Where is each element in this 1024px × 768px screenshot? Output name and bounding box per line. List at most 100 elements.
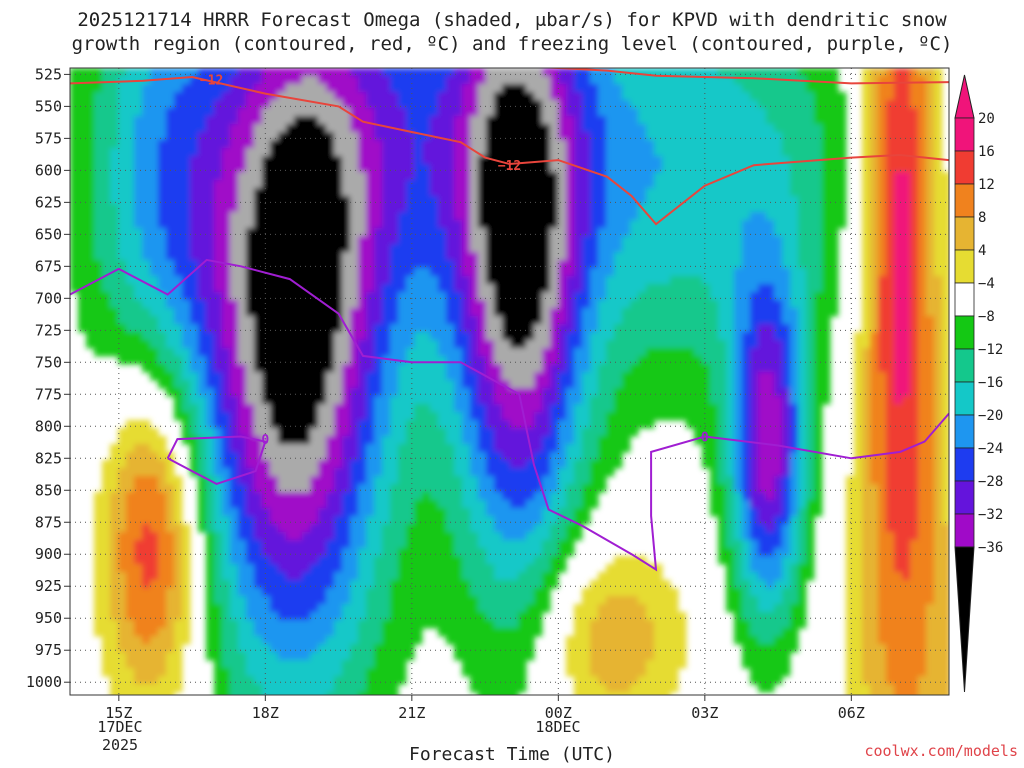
omega-cell: [470, 652, 479, 661]
omega-cell: [518, 316, 527, 325]
omega-cell: [350, 180, 359, 189]
omega-cell: [366, 420, 375, 429]
omega-cell: [206, 156, 215, 165]
omega-cell: [574, 140, 583, 149]
omega-cell: [582, 100, 591, 109]
omega-cell: [374, 500, 383, 509]
omega-cell: [270, 620, 279, 629]
omega-cell: [510, 268, 519, 277]
omega-cell: [502, 172, 511, 181]
omega-cell: [326, 692, 335, 695]
omega-cell: [606, 220, 615, 229]
omega-cell: [510, 84, 519, 93]
omega-cell: [318, 316, 327, 325]
omega-cell: [358, 148, 367, 157]
omega-cell: [366, 596, 375, 605]
omega-cell: [414, 180, 423, 189]
omega-cell: [342, 388, 351, 397]
omega-cell: [358, 300, 367, 309]
omega-cell: [558, 468, 567, 477]
omega-cell: [134, 588, 143, 597]
omega-cell: [414, 172, 423, 181]
omega-cell: [214, 340, 223, 349]
omega-cell: [270, 660, 279, 669]
omega-cell: [206, 172, 215, 181]
omega-cell: [262, 220, 271, 229]
omega-cell: [446, 260, 455, 269]
omega-cell: [222, 252, 231, 261]
omega-cell: [342, 540, 351, 549]
omega-cell: [526, 404, 535, 413]
omega-cell: [382, 564, 391, 573]
omega-cell: [582, 628, 591, 637]
omega-cell: [502, 220, 511, 229]
omega-cell: [126, 652, 135, 661]
omega-cell: [70, 156, 79, 165]
omega-cell: [302, 420, 311, 429]
omega-cell: [438, 372, 447, 381]
omega-cell: [126, 340, 135, 349]
omega-cell: [598, 284, 607, 293]
omega-cell: [558, 116, 567, 125]
omega-cell: [302, 388, 311, 397]
omega-cell: [438, 540, 447, 549]
omega-cell: [222, 148, 231, 157]
omega-cell: [382, 356, 391, 365]
omega-cell: [462, 356, 471, 365]
omega-cell: [542, 468, 551, 477]
omega-cell: [270, 84, 279, 93]
omega-cell: [246, 660, 255, 669]
omega-cell: [230, 380, 239, 389]
omega-cell: [358, 380, 367, 389]
omega-cell: [494, 380, 503, 389]
omega-cell: [142, 68, 151, 77]
omega-cell: [462, 148, 471, 157]
omega-cell: [422, 404, 431, 413]
omega-cell: [462, 452, 471, 461]
omega-cell: [502, 68, 511, 77]
omega-cell: [574, 156, 583, 165]
omega-cell: [454, 116, 463, 125]
omega-cell: [534, 108, 543, 117]
omega-cell: [454, 388, 463, 397]
omega-cell: [150, 460, 159, 469]
omega-cell: [534, 124, 543, 133]
omega-cell: [382, 532, 391, 541]
omega-cell: [158, 188, 167, 197]
omega-cell: [438, 604, 447, 613]
omega-cell: [246, 76, 255, 85]
omega-cell: [534, 292, 543, 301]
omega-cell: [614, 252, 623, 261]
omega-cell: [406, 628, 415, 637]
omega-cell: [310, 300, 319, 309]
omega-cell: [422, 524, 431, 533]
omega-cell: [230, 300, 239, 309]
omega-cell: [438, 220, 447, 229]
omega-cell: [606, 172, 615, 181]
omega-cell: [134, 652, 143, 661]
omega-cell: [150, 652, 159, 661]
omega-cell: [206, 340, 215, 349]
omega-cell: [486, 420, 495, 429]
omega-cell: [454, 452, 463, 461]
omega-cell: [142, 604, 151, 613]
omega-cell: [150, 444, 159, 453]
omega-cell: [334, 628, 343, 637]
omega-cell: [230, 204, 239, 213]
omega-cell: [126, 276, 135, 285]
omega-cell: [598, 212, 607, 221]
omega-cell: [294, 452, 303, 461]
omega-cell: [446, 444, 455, 453]
omega-cell: [358, 492, 367, 501]
omega-cell: [454, 596, 463, 605]
omega-cell: [534, 572, 543, 581]
omega-cell: [534, 356, 543, 365]
omega-cell: [470, 628, 479, 637]
omega-cell: [382, 84, 391, 93]
omega-cell: [422, 132, 431, 141]
omega-cell: [366, 316, 375, 325]
omega-cell: [518, 180, 527, 189]
omega-cell: [238, 196, 247, 205]
omega-cell: [214, 364, 223, 373]
